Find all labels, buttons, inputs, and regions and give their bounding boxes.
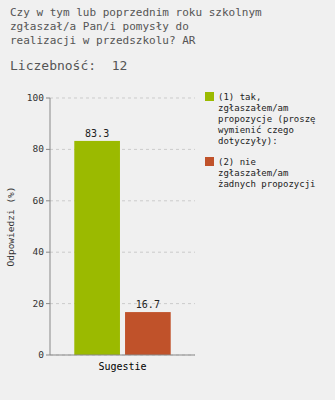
legend-swatch bbox=[205, 92, 214, 101]
subtitle: Liczebność: 12 bbox=[10, 58, 127, 73]
y-tick-label: 100 bbox=[27, 92, 44, 103]
text-line: realizacji w przedszkolu? AR bbox=[10, 34, 196, 47]
chart-svg: Czy w tym lub poprzednim roku szkolnymzg… bbox=[0, 0, 335, 400]
title: Czy w tym lub poprzednim roku szkolnymzg… bbox=[10, 6, 262, 47]
y-tick bbox=[46, 200, 50, 201]
text-line: żadnych propozycji bbox=[218, 179, 316, 189]
y-tick-label: 20 bbox=[33, 298, 45, 309]
y-tick bbox=[46, 149, 50, 150]
grid-line bbox=[50, 200, 195, 201]
legend-swatch bbox=[205, 157, 214, 166]
y-tick-label: 0 bbox=[38, 349, 44, 360]
background bbox=[0, 0, 335, 400]
data-label: 16.7 bbox=[136, 299, 160, 310]
grid-line bbox=[50, 303, 195, 304]
text-line: zgłaszałem/am bbox=[218, 103, 288, 113]
text-line: Czy w tym lub poprzednim roku szkolnym bbox=[10, 6, 262, 19]
text-line: zgłaszał/a Pan/i pomysły do bbox=[10, 20, 189, 33]
text-line: dotyczyły): bbox=[218, 136, 278, 146]
x-tick-label: Sugestie bbox=[98, 361, 146, 372]
grid-line bbox=[50, 149, 195, 150]
text-line: (2) nie bbox=[218, 157, 256, 167]
chart-container: Czy w tym lub poprzednim roku szkolnymzg… bbox=[0, 0, 335, 400]
grid-line bbox=[50, 98, 195, 99]
x-axis-line bbox=[50, 355, 195, 356]
y-tick bbox=[46, 303, 50, 304]
text-line: zgłaszałem/am bbox=[218, 168, 288, 178]
text-line: (1) tak, bbox=[218, 92, 261, 102]
y-tick-label: 40 bbox=[33, 246, 45, 257]
y-tick bbox=[46, 98, 50, 99]
bars bbox=[74, 141, 170, 355]
y-tick-label: 80 bbox=[33, 143, 45, 154]
bar bbox=[74, 141, 120, 355]
y-tick bbox=[46, 355, 50, 356]
y-tick-label: 60 bbox=[33, 195, 45, 206]
legend: (1) tak,zgłaszałem/ampropozycje (proszęw… bbox=[205, 92, 316, 189]
y-axis-label: Odpowiedzi (%) bbox=[5, 186, 16, 266]
data-labels: 83.3 16.7 bbox=[85, 128, 160, 310]
data-label: 83.3 bbox=[85, 128, 109, 139]
y-tick bbox=[46, 252, 50, 253]
grid-line bbox=[50, 252, 195, 253]
text-line: propozycje (proszę bbox=[218, 114, 316, 124]
bar bbox=[125, 312, 171, 355]
legend-label: (1) tak,zgłaszałem/ampropozycje (proszęw… bbox=[218, 92, 316, 146]
text-line: wymienić czego bbox=[218, 125, 294, 135]
grid-line bbox=[50, 355, 195, 356]
legend-label: (2) niezgłaszałem/amżadnych propozycji bbox=[218, 157, 316, 189]
y-axis-line bbox=[50, 98, 51, 355]
